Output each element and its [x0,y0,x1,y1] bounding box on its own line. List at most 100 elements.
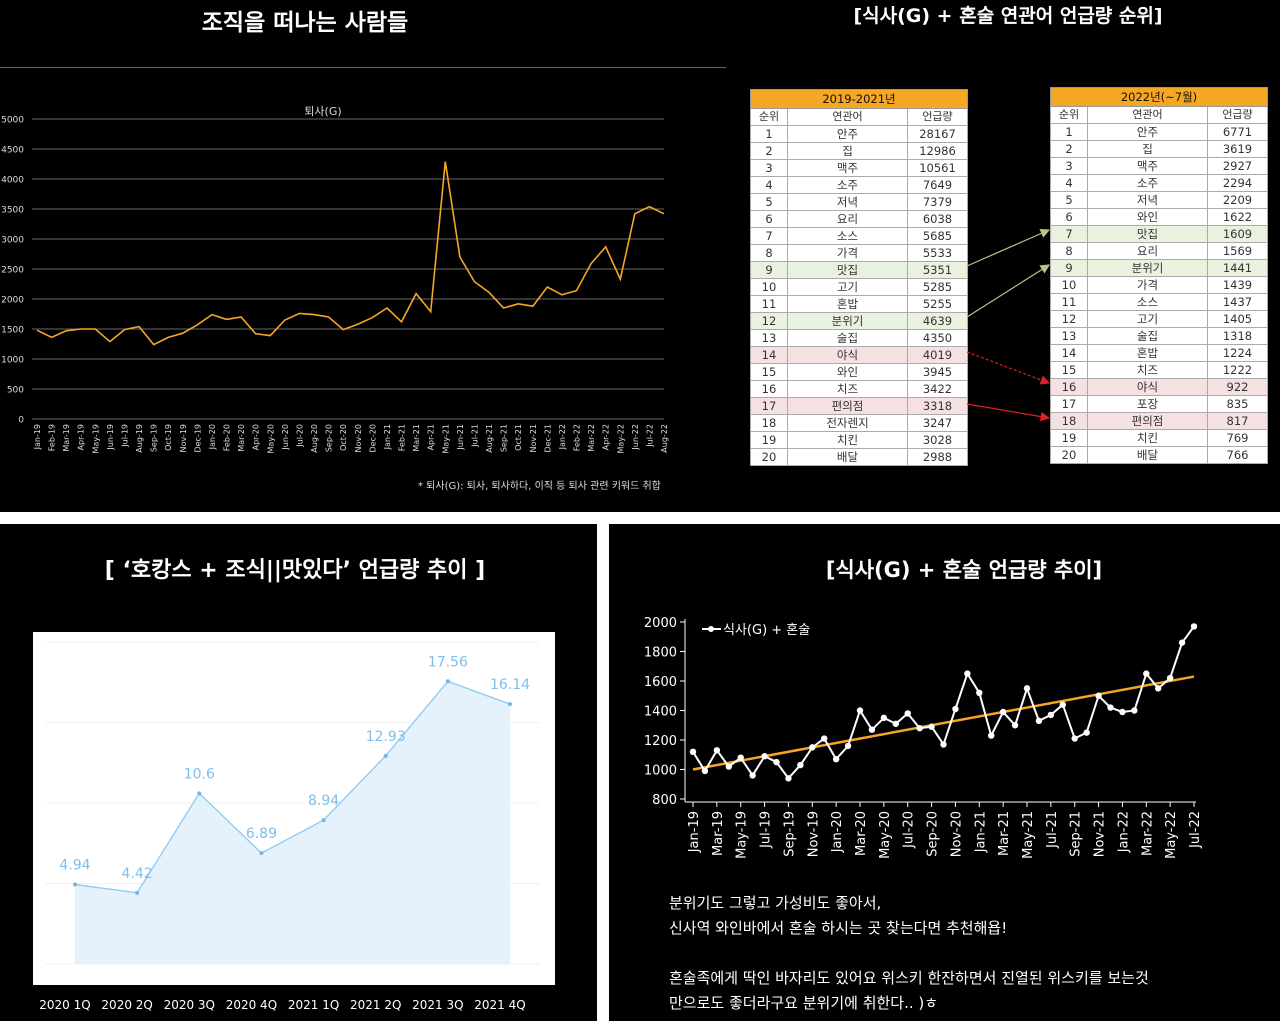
hocance-area-chart: 4.94 2020 1Q 4.42 2020 2Q 10.6 2020 3Q 6.89 202… [33,632,555,1012]
data-point [1095,692,1102,699]
x-tick-label: Jan-20 [830,811,845,853]
table-row: 8 가격 5533 [750,244,968,262]
x-tick-label: Jan-19 [687,811,702,853]
data-point [1071,735,1078,742]
table-row: 16 야식 922 [1050,378,1268,396]
count-cell: 817 [1207,412,1268,430]
count-cell: 4639 [907,312,968,330]
blog-comment: 분위기도 그렇고 가성비도 좋아서, 신사역 와인바에서 혼술 하시는 곳 찾는다… [669,891,1149,1016]
x-tick-label: May-21 [441,424,450,453]
table-row: 9 맛집 5351 [750,261,968,279]
x-tick-label: Apr-19 [77,424,86,450]
data-point [1155,685,1162,692]
x-tick-label: Mar-20 [237,424,246,452]
x-tick-label: Aug-22 [660,424,669,453]
x-tick-label: 2021 1Q [288,998,339,1012]
x-tick-label: Jul-21 [1045,811,1060,849]
x-tick-label: May-21 [1021,811,1036,859]
comment-line: 분위기도 그렇고 가성비도 좋아서, [669,894,882,912]
rank-cell: 11 [750,295,788,313]
x-tick-label: May-22 [1164,811,1179,859]
data-point [1011,722,1019,729]
data-point [1178,639,1186,646]
keyword-cell: 소주 [787,176,908,194]
data-label: 4.94 [59,857,90,873]
x-tick-label: 2020 1Q [39,998,90,1012]
y-tick-label: 1800 [644,646,677,661]
rank-change-arrows [966,228,1051,422]
count-cell: 3945 [907,363,968,381]
x-tick-label: Mar-19 [711,811,726,856]
table-row: 6 요리 6038 [750,210,968,228]
x-tick-label: Aug-21 [485,424,494,453]
chart-title: 퇴사(G) [304,105,341,118]
table-row: 15 와인 3945 [750,363,968,381]
table-header: 2022년(~7월) [1050,87,1268,107]
count-cell: 4019 [907,346,968,364]
table-row: 5 저녁 7379 [750,193,968,211]
x-tick-label: Apr-22 [602,424,611,450]
x-tick-label: 2020 2Q [101,998,152,1012]
data-point [928,723,935,730]
table-row: 18 편의점 817 [1050,412,1268,430]
x-tick-label: 2021 2Q [350,998,401,1012]
rank-cell: 7 [1050,225,1088,243]
rank-cell: 19 [1050,429,1088,447]
arrow-yasik [966,351,1051,385]
series-area-fill [75,681,510,964]
table-row: 11 소스 1437 [1050,293,1268,311]
count-cell: 2294 [1207,174,1268,192]
x-tick-label: Mar-21 [412,424,421,452]
keyword-cell: 맛집 [787,261,908,279]
table-row: 1 안주 28167 [750,125,968,143]
data-point [1047,711,1055,719]
y-tick-label: 1500 [1,326,24,336]
x-tick-label: Feb-19 [48,424,57,451]
data-point [1119,708,1126,716]
x-tick-label: Sep-19 [150,424,159,452]
table-row: 14 혼밥 1224 [1050,344,1268,362]
rank-cell: 9 [1050,259,1088,277]
x-tick-label: Sep-21 [1069,811,1084,857]
comment-line [669,941,1149,966]
data-point [1023,685,1031,692]
data-point [880,714,888,722]
x-tick-label: 2021 3Q [412,998,463,1012]
solo-drinking-panel: [식사(G) + 혼술 언급량 추이] 800 1000 1200 1400 1600 1… [609,524,1280,1021]
x-tick-label: Nov-20 [949,811,964,857]
y-tick-label: 4000 [1,176,24,186]
table-row: 19 치킨 769 [1050,429,1268,447]
keyword-cell: 치킨 [1087,429,1208,447]
x-tick-label: Apr-21 [427,424,436,450]
data-point [844,742,852,750]
x-tick-label: Sep-20 [926,811,941,857]
count-cell: 1224 [1207,344,1268,362]
data-point [999,708,1007,716]
x-tick-label: Jan-22 [1116,811,1131,853]
count-cell: 835 [1207,395,1268,413]
data-point [761,753,768,760]
column-header: 언급량 [1207,106,1268,124]
count-cell: 5685 [907,227,968,245]
x-tick-label: Sep-19 [782,811,797,857]
x-tick-label: Jan-22 [558,424,567,450]
panel-title: 조직을 떠나는 사람들 [201,10,409,36]
data-point [916,725,923,732]
y-tick-label: 2000 [644,616,677,631]
hocance-panel: [ ‘호캉스 + 조식||맛있다’ 언급량 추이 ] 4.94 2020 1Q 4.… [0,524,597,1021]
series-line-hocance [74,680,511,894]
table-row: 17 포장 835 [1050,395,1268,413]
data-point [73,882,77,887]
x-tick-label: Mar-22 [1140,811,1155,856]
keyword-cell: 배달 [1087,446,1208,464]
x-tick-label: Nov-20 [354,424,363,452]
resignation-panel: 조직을 떠나는 사람들 퇴사(G) 0 500 1000 1500 2000 2500 300… [0,0,728,512]
x-tick-label: Jan-20 [208,424,217,450]
x-tick-label: Jul-19 [120,424,129,448]
data-point [701,767,709,775]
ranking-table-2019-2021: 2019-2021년 순위 연관어 언급량 1 안주 28167 2 집 12986 3 맥주 105… [750,89,968,466]
table-row: 3 맥주 10561 [750,159,968,177]
y-tick-label: 2000 [1,296,24,306]
count-cell: 1441 [1207,259,1268,277]
count-cell: 5285 [907,278,968,296]
